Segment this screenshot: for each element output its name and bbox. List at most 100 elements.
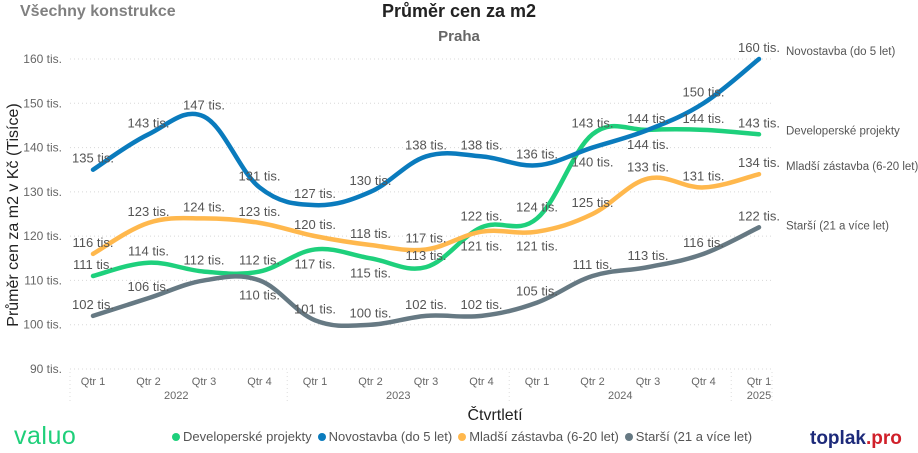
legend-label: Novostavba (do 5 let) (328, 429, 453, 444)
series-line-starsi[interactable] (90, 225, 762, 329)
chart-subtitle: Praha (438, 28, 480, 45)
series-end-label: Novostavba (do 5 let) (786, 46, 895, 58)
data-label: 131 tis. (683, 168, 725, 183)
x-axis-title: Čtvrtletí (467, 405, 523, 424)
data-label: 131 tis. (239, 168, 281, 183)
series-line-novo[interactable] (90, 56, 762, 208)
data-label: 112 tis. (239, 253, 280, 268)
y-tick-label: 90 tis. (30, 362, 62, 376)
y-tick-label: 130 tis. (23, 185, 62, 199)
x-tick-label: Qtr 4 (247, 376, 271, 388)
series-end-label: Mladší zástavba (6-20 let) (786, 161, 918, 173)
data-label: 143 tis. (738, 115, 780, 130)
x-tick-label: Qtr 3 (414, 376, 438, 388)
legend-dot-icon (624, 432, 633, 441)
legend-dot-icon (317, 432, 326, 441)
data-label: 111 tis. (573, 257, 613, 272)
year-label: 2022 (164, 390, 188, 402)
data-label: 125 tis. (572, 195, 614, 210)
data-label: 123 tis. (239, 204, 281, 219)
x-tick-label: Qtr 1 (81, 376, 105, 388)
data-label: 147 tis. (183, 98, 225, 113)
data-label: 113 tis. (628, 248, 669, 263)
x-tick-label: Qtr 4 (469, 376, 493, 388)
data-label: 135 tis. (72, 151, 114, 166)
logo-suffix: .pro (865, 428, 902, 449)
data-label: 138 tis. (405, 137, 447, 152)
data-label: 143 tis. (572, 115, 614, 130)
data-label: 112 tis. (184, 253, 225, 268)
data-label: 133 tis. (627, 160, 669, 175)
data-label: 105 tis. (516, 284, 558, 299)
legend-item-dev[interactable]: Developerské projekty (172, 429, 312, 444)
data-label: 144 tis. (683, 111, 725, 126)
filter-label: Všechny konstrukce (20, 3, 176, 20)
data-label: 121 tis. (516, 239, 558, 254)
legend-item-starsi[interactable]: Starší (21 a více let) (624, 429, 752, 444)
data-label: 121 tis. (461, 239, 503, 254)
legend-dot-icon (458, 432, 467, 441)
x-tick-label: Qtr 1 (747, 376, 771, 388)
data-label: 116 tis. (683, 235, 724, 250)
toplak-logo: toplak.pro (810, 428, 902, 450)
data-label: 143 tis. (128, 115, 170, 130)
data-label: 124 tis. (183, 199, 225, 214)
logo-main: toplak (810, 428, 866, 449)
year-label: 2025 (747, 390, 771, 402)
legend-label: Mladší zástavba (6-20 let) (469, 429, 619, 444)
data-label: 130 tis. (350, 173, 392, 188)
y-tick-label: 160 tis. (23, 52, 62, 66)
data-label: 117 tis. (406, 230, 447, 245)
legend: Developerské projekty Novostavba (do 5 l… (172, 429, 752, 444)
valuo-logo: valuo (14, 422, 77, 450)
legend-item-novo[interactable]: Novostavba (do 5 let) (317, 429, 453, 444)
data-label: 136 tis. (516, 146, 558, 161)
chart-title: Průměr cen za m2 (381, 1, 537, 21)
data-label: 113 tis. (406, 248, 447, 263)
data-label: 115 tis. (350, 265, 391, 280)
data-label: 117 tis. (295, 256, 336, 271)
x-tick-label: Qtr 2 (136, 376, 160, 388)
legend-item-mladsi[interactable]: Mladší zástavba (6-20 let) (458, 429, 619, 444)
data-label: 122 tis. (738, 208, 780, 223)
x-tick-label: Qtr 2 (580, 376, 604, 388)
x-tick-label: Qtr 4 (691, 376, 715, 388)
data-label: 100 tis. (350, 306, 392, 321)
data-label: 111 tis. (73, 257, 113, 272)
data-label: 118 tis. (350, 226, 391, 241)
x-tick-label: Qtr 1 (525, 376, 549, 388)
x-tick-label: Qtr 1 (303, 376, 327, 388)
x-tick-label: Qtr 3 (636, 376, 660, 388)
legend-label: Developerské projekty (183, 429, 312, 444)
data-label: 127 tis. (294, 186, 336, 201)
data-label: 144 tis. (627, 137, 669, 152)
y-tick-label: 120 tis. (23, 229, 62, 243)
series-end-label: Starší (21 a více let) (786, 220, 889, 232)
x-tick-label: Qtr 3 (192, 376, 216, 388)
data-label: 114 tis. (128, 244, 169, 259)
data-label: 124 tis. (516, 199, 558, 214)
series-line-mladsi[interactable] (90, 171, 762, 257)
x-tick-label: Qtr 2 (358, 376, 382, 388)
y-tick-label: 140 tis. (23, 141, 62, 155)
series-end-label: Developerské projekty (786, 125, 900, 137)
data-label: 123 tis. (128, 204, 170, 219)
data-label: 138 tis. (461, 137, 503, 152)
year-label: 2024 (608, 390, 632, 402)
data-label: 160 tis. (738, 40, 780, 55)
y-tick-label: 100 tis. (23, 318, 62, 332)
data-label: 102 tis. (461, 297, 503, 312)
data-label: 134 tis. (738, 155, 780, 170)
data-label: 110 tis. (239, 287, 280, 302)
data-label: 122 tis. (461, 208, 503, 223)
data-label: 101 tis. (294, 301, 336, 316)
data-label: 150 tis. (683, 84, 725, 99)
legend-dot-icon (172, 432, 180, 441)
data-label: 144 tis. (627, 111, 669, 126)
y-tick-label: 150 tis. (23, 96, 62, 110)
data-label: 120 tis. (294, 217, 336, 232)
data-label: 116 tis. (73, 235, 114, 250)
y-axis-title: Průměr cen za m2 v Kč (Tisíce) (4, 103, 22, 326)
data-label: 102 tis. (405, 297, 447, 312)
